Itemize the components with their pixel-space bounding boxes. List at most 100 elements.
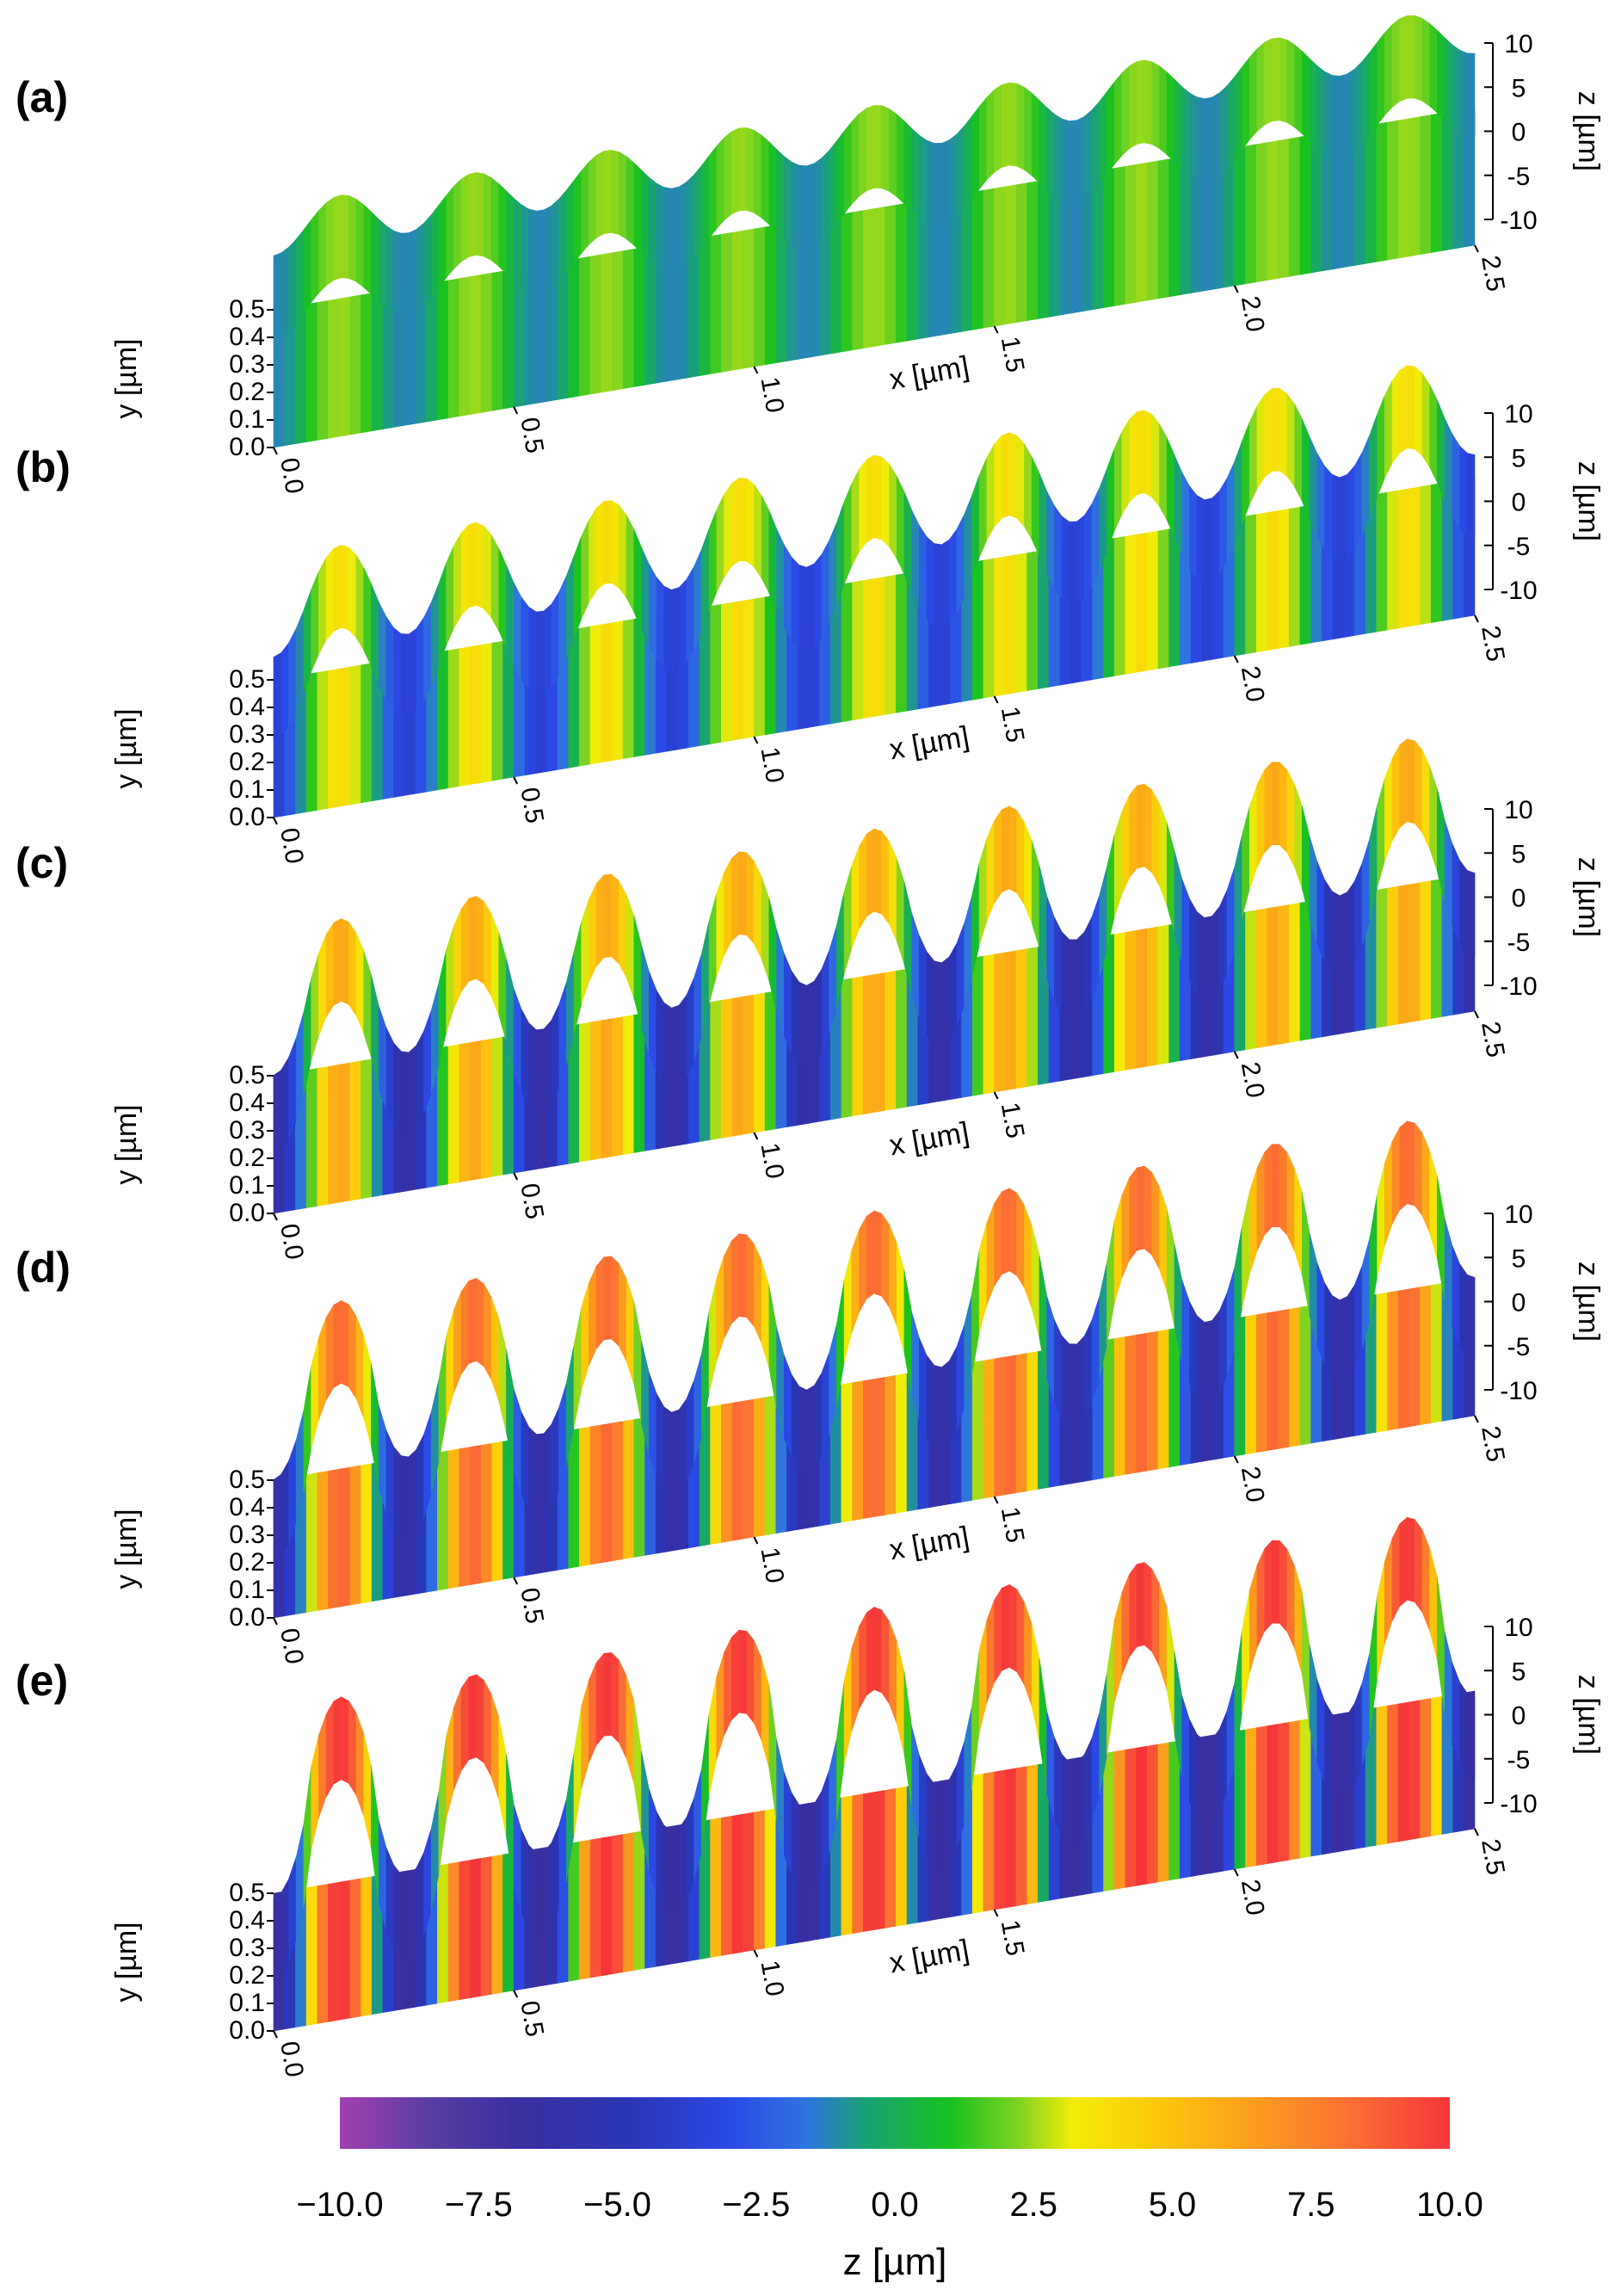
- y-tick-label: 0.5: [229, 1466, 265, 1494]
- surface-strip: [1076, 1754, 1085, 1847]
- surface-strip: [798, 981, 807, 1069]
- surface-strip: [986, 89, 995, 181]
- z-tick-label: -10: [1500, 972, 1537, 1001]
- surface-strip: [385, 1847, 394, 1948]
- surface-strip: [378, 602, 387, 700]
- surface-strip: [311, 1735, 319, 1850]
- floor-stripe: [1255, 1725, 1268, 1867]
- surface-strip: [1384, 380, 1393, 478]
- surface-strip: [783, 543, 792, 641]
- surface-strip: [986, 442, 995, 541]
- surface-strip: [738, 127, 747, 212]
- floor-stripe: [305, 1472, 318, 1613]
- surface-strip: [1256, 393, 1265, 490]
- floor-stripe: [841, 978, 853, 1119]
- x-tick: [1233, 1051, 1239, 1059]
- surface-strip: [859, 458, 867, 553]
- surface-strip: [948, 1764, 958, 1862]
- floor-stripe: [305, 672, 318, 812]
- panel-4: (d)0.00.10.20.30.40.5y [µm]0.00.51.01.52…: [15, 1120, 1605, 1666]
- surface-strip: [333, 544, 342, 632]
- surface-strip: [866, 104, 875, 192]
- surface-strip: [1084, 109, 1093, 201]
- floor-stripe: [764, 225, 777, 366]
- surface-strip: [581, 161, 589, 255]
- z-tick-label: 0: [1512, 489, 1526, 517]
- surface-strip: [355, 1316, 365, 1418]
- floor-stripe: [502, 268, 515, 410]
- surface-strip: [648, 563, 657, 661]
- surface-strip: [1354, 451, 1363, 550]
- x-tick-label: 1.5: [996, 1917, 1030, 1958]
- floor-stripe: [1278, 1721, 1290, 1862]
- surface-strip: [716, 873, 724, 977]
- floor-stripe: [622, 1832, 635, 1972]
- floor-stripe: [437, 1046, 449, 1187]
- surface-strip: [1248, 784, 1258, 890]
- x-tick: [1233, 655, 1239, 663]
- surface-strip: [416, 1434, 424, 1533]
- surface-strip: [1024, 1602, 1032, 1707]
- surface-strip: [1316, 861, 1325, 963]
- surface-strip: [408, 627, 417, 718]
- floor-stripe: [829, 213, 842, 355]
- surface-strip: [393, 1864, 402, 1958]
- surface-strip: [1361, 51, 1371, 145]
- surface-strip: [603, 500, 612, 584]
- surface-strip: [1219, 890, 1228, 990]
- floor-stripe: [470, 1858, 482, 1998]
- surface-strip: [490, 176, 500, 268]
- surface-strip: [490, 534, 500, 633]
- surface-strip: [1264, 1143, 1273, 1236]
- floor-stripe: [1278, 1308, 1290, 1449]
- floor-stripe: [1146, 530, 1159, 671]
- floor-stripe: [437, 1863, 449, 2004]
- floor-stripe: [491, 1036, 503, 1177]
- floor-stripe: [589, 1837, 602, 1978]
- x-tick: [513, 406, 519, 415]
- surface-strip: [430, 204, 440, 299]
- surface-strip: [1039, 472, 1047, 575]
- floor-stripe: [885, 1374, 897, 1515]
- floor-stripe: [447, 1861, 460, 2003]
- floor-stripe: [470, 1445, 482, 1585]
- surface: [273, 1120, 1476, 1564]
- surface-strip: [1248, 1168, 1258, 1275]
- floor-stripe: [1409, 486, 1421, 627]
- y-tick-label: 0.2: [229, 1961, 265, 1990]
- surface-strip: [1129, 785, 1137, 879]
- surface-strip: [1316, 65, 1325, 155]
- floor-stripe: [470, 1040, 482, 1181]
- floor-stripe: [437, 650, 449, 791]
- floor-stripe: [1278, 904, 1290, 1045]
- x-tick-label: 1.5: [996, 704, 1030, 744]
- surface-strip: [994, 83, 1002, 173]
- floor-stripe: [1146, 160, 1159, 301]
- surface-strip: [1226, 461, 1236, 561]
- surface-strip: [1076, 515, 1085, 605]
- x-tick: [1233, 1455, 1239, 1464]
- floor-stripe: [1168, 1740, 1180, 1881]
- surface-strip: [1309, 58, 1318, 150]
- floor-stripe: [1376, 121, 1388, 262]
- surface-strip: [671, 1409, 680, 1496]
- surface-strip: [1031, 1624, 1040, 1742]
- z-axis-title: z [µm]: [1572, 461, 1605, 541]
- surface-strip: [994, 435, 1002, 528]
- surface-strip: [1008, 82, 1018, 167]
- surface-strip: [1076, 115, 1085, 204]
- surface-strip: [1046, 107, 1055, 198]
- z-axis: 10 5 0 -5 -10 z [µm]: [1484, 1200, 1605, 1405]
- surface-strip: [483, 900, 492, 997]
- surface-strip: [273, 252, 282, 339]
- surface-strip: [355, 554, 365, 651]
- surface-strip: [859, 1612, 867, 1709]
- surface-strip: [1377, 1561, 1385, 1679]
- floor-stripe: [1267, 1724, 1279, 1864]
- z-tick-label: 5: [1512, 1657, 1526, 1686]
- surface-strip: [288, 628, 297, 726]
- surface-strip: [641, 169, 650, 261]
- surface-strip: [926, 139, 935, 226]
- surface-strip: [896, 1640, 905, 1755]
- surface-strip: [303, 1766, 311, 1907]
